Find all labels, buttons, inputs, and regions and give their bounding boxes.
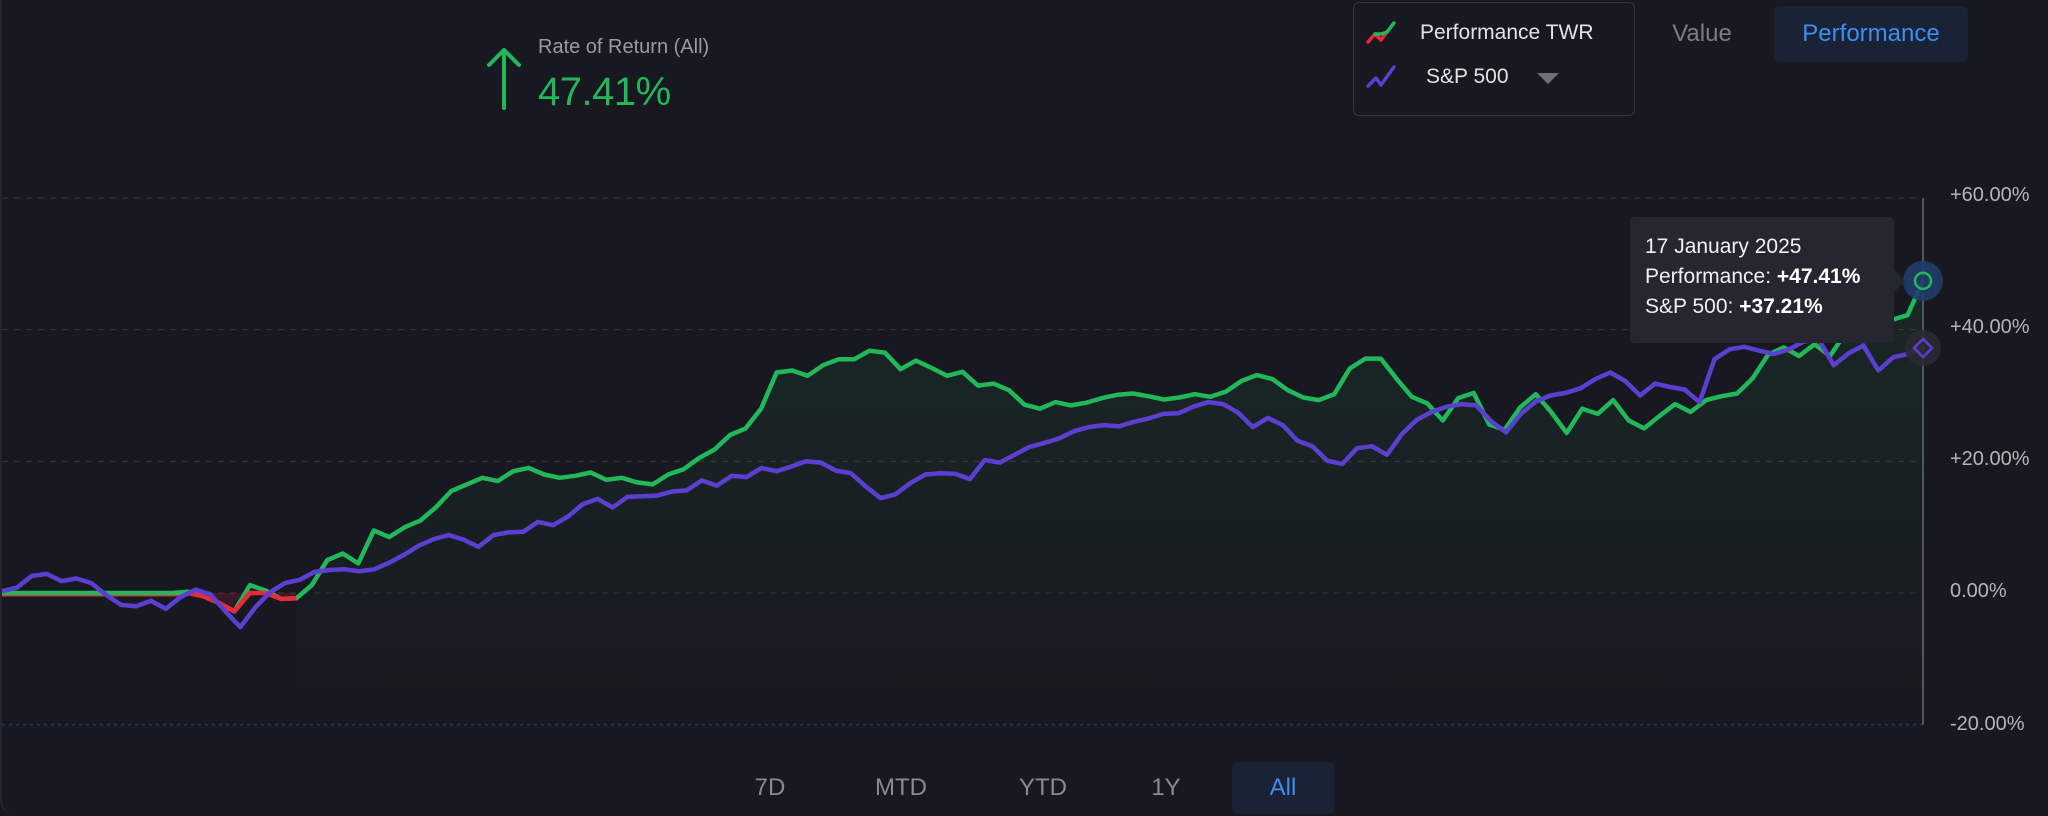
legend-item-performance-twr[interactable]: Performance TWR <box>1366 21 1594 45</box>
y-axis-label: -20.00% <box>1950 713 2025 735</box>
line-chart-icon <box>1366 21 1396 44</box>
line-chart-plot[interactable] <box>2 0 2048 760</box>
legend-label: Performance TWR <box>1420 21 1594 44</box>
sp500-marker-halo <box>1905 330 1941 367</box>
tooltip-sp500-label: S&P 500: <box>1645 295 1740 318</box>
legend-item-sp500[interactable]: S&P 500 <box>1366 65 1559 89</box>
arrow-up-icon <box>487 48 521 110</box>
chart-tooltip: 17 January 2025 Performance: +47.41% S&P… <box>1630 217 1894 343</box>
sp500-line <box>2 337 1924 630</box>
time-range-selector: 7D MTD YTD 1Y All <box>2 762 2048 816</box>
y-axis-label: +60.00% <box>1950 184 2030 206</box>
view-toggle-performance[interactable]: Performance <box>1774 6 1968 62</box>
range-button-all[interactable]: All <box>1232 762 1334 814</box>
performance-marker-icon <box>1913 271 1933 291</box>
y-axis-label: 0.00% <box>1950 580 2007 602</box>
legend-label: S&P 500 <box>1426 65 1509 88</box>
performance-line <box>2 279 1926 614</box>
sp500-marker-diamond-icon <box>1912 337 1934 359</box>
tooltip-performance-row: Performance: +47.41% <box>1645 262 1894 292</box>
y-axis-label: +20.00% <box>1950 448 2030 470</box>
tooltip-sp500-value: +37.21% <box>1739 295 1823 318</box>
chart-legend: Performance TWR S&P 500 <box>1353 2 1635 116</box>
rate-of-return-value: 47.41% <box>538 70 671 114</box>
line-chart-icon <box>1366 65 1396 88</box>
range-button-mtd[interactable]: MTD <box>875 774 927 801</box>
range-button-1y[interactable]: 1Y <box>1151 774 1181 801</box>
range-button-ytd[interactable]: YTD <box>1019 774 1067 801</box>
tooltip-performance-label: Performance: <box>1645 265 1777 288</box>
tooltip-performance-value: +47.41% <box>1776 265 1861 288</box>
performance-area-fill <box>296 280 1923 725</box>
y-axis-label: +40.00% <box>1950 316 2030 338</box>
tooltip-date: 17 January 2025 <box>1645 235 1802 258</box>
performance-line-negative <box>187 590 297 614</box>
view-toggle-value[interactable]: Value <box>1672 20 1732 47</box>
caret-down-icon[interactable] <box>1536 72 1559 84</box>
performance-marker-halo <box>1903 260 1943 301</box>
tooltip-pointer <box>1894 270 1905 292</box>
tooltip-sp500-row: S&P 500: +37.21% <box>1645 292 1894 322</box>
rate-of-return-label: Rate of Return (All) <box>538 36 710 58</box>
range-button-7d[interactable]: 7D <box>754 774 786 801</box>
